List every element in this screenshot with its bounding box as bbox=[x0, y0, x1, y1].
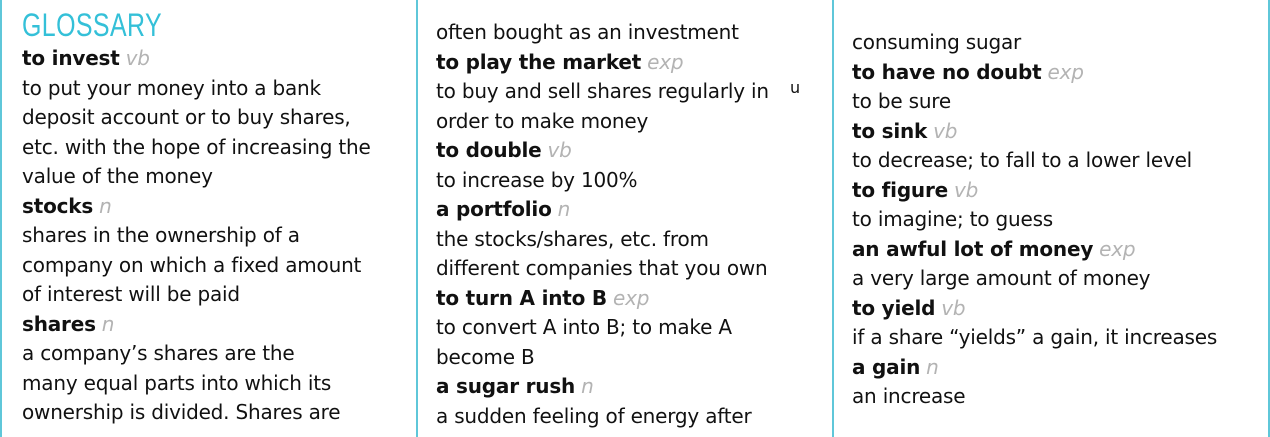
definition-line: to buy and sell shares regularly in bbox=[436, 79, 769, 103]
glossary-term: an awful lot of money bbox=[852, 236, 1094, 261]
glossary-term-row: a gain n bbox=[852, 353, 1262, 383]
glossary-term-row: to double vb bbox=[436, 136, 826, 166]
glossary-term-row: a portfolio n bbox=[436, 195, 826, 225]
glossary-title: GLOSSARY bbox=[22, 7, 162, 43]
definition-line: the stocks/shares, etc. from bbox=[436, 226, 709, 251]
definition-line: to increase by 100% bbox=[436, 167, 638, 192]
stray-mark: u bbox=[790, 78, 801, 97]
column-1-content: GLOSSARY to invest vb to put your money in… bbox=[22, 6, 410, 428]
definition-line: etc. with the hope of increasing the bbox=[22, 134, 371, 159]
definition-line: consuming sugar bbox=[852, 30, 1022, 54]
glossary-term-row: to yield vb bbox=[852, 294, 1262, 324]
glossary-term: a portfolio bbox=[436, 197, 552, 221]
definition-line: to decrease; to fall to a lower level bbox=[852, 148, 1193, 172]
part-of-speech-label: n bbox=[99, 193, 112, 218]
part-of-speech-label: n bbox=[926, 354, 939, 379]
glossary-term-row: an awful lot of money exp bbox=[852, 235, 1262, 265]
glossary-term: to sink bbox=[852, 118, 928, 143]
glossary-term: to play the market bbox=[436, 49, 642, 74]
glossary-term-row: shares n bbox=[22, 310, 410, 340]
part-of-speech-label: exp bbox=[647, 49, 684, 74]
glossary-term: shares bbox=[22, 311, 96, 336]
glossary-term: to have no doubt bbox=[852, 59, 1042, 84]
part-of-speech-label: vb bbox=[941, 295, 966, 320]
definition-line: value of the money bbox=[22, 164, 213, 188]
definition-line: company on which a fixed amount bbox=[22, 252, 362, 277]
definition-line: different companies that you own bbox=[436, 256, 768, 280]
definition-line: ownership is divided. Shares are bbox=[22, 400, 341, 424]
glossary-column-3: consuming sugar to have no doubt exp to be … bbox=[832, 0, 1270, 437]
definition-line: to convert A into B; to make A bbox=[436, 315, 732, 339]
part-of-speech-label: exp bbox=[612, 285, 650, 310]
definition-line: of interest will be paid bbox=[22, 282, 240, 306]
glossary-term-row: to sink vb bbox=[852, 117, 1262, 147]
glossary-term-row: a sugar rush n bbox=[436, 372, 826, 402]
column-1-entries: to invest vb to put your money into a bank… bbox=[22, 44, 410, 428]
glossary-term: to double bbox=[436, 138, 542, 162]
definition-line: if a share “yields” a gain, it increases bbox=[852, 325, 1218, 349]
part-of-speech-label: exp bbox=[1099, 236, 1136, 261]
definition-line: a very large amount of money bbox=[852, 266, 1151, 290]
glossary-term-row: stocks n bbox=[22, 192, 410, 222]
column-3-content: consuming sugar to have no doubt exp to be … bbox=[852, 28, 1262, 412]
glossary-term-row: to invest vb bbox=[22, 44, 410, 74]
definition-line: deposit account or to buy shares, bbox=[22, 105, 351, 129]
definition-line: become B bbox=[436, 344, 535, 369]
glossary-term-row: to have no doubt exp bbox=[852, 58, 1262, 88]
definition-line: a company’s shares are the bbox=[22, 341, 295, 365]
glossary-term-row: to figure vb bbox=[852, 176, 1262, 206]
glossary-term: to figure bbox=[852, 177, 949, 202]
part-of-speech-label: exp bbox=[1047, 59, 1084, 84]
glossary-column-2: often bought as an investment to play the… bbox=[416, 0, 834, 437]
definition-line: to put your money into a bank bbox=[22, 75, 321, 100]
part-of-speech-label: vb bbox=[125, 46, 150, 70]
glossary-term: stocks bbox=[22, 193, 94, 218]
glossary-term: to turn A into B bbox=[436, 285, 607, 310]
definition-line: to imagine; to guess bbox=[852, 207, 1054, 231]
definition-line: often bought as an investment bbox=[436, 20, 739, 44]
definition-line: a sudden feeling of energy after bbox=[436, 403, 752, 428]
glossary-term-row: to play the market exp bbox=[436, 48, 826, 78]
column-3-entries: consuming sugar to have no doubt exp to be … bbox=[852, 28, 1262, 412]
part-of-speech-label: n bbox=[557, 197, 571, 221]
glossary-term: a sugar rush bbox=[436, 374, 576, 398]
part-of-speech-label: vb bbox=[547, 138, 572, 162]
part-of-speech-label: n bbox=[101, 311, 115, 336]
part-of-speech-label: vb bbox=[933, 118, 958, 143]
part-of-speech-label: vb bbox=[954, 177, 979, 202]
definition-line: shares in the ownership of a bbox=[22, 223, 300, 247]
part-of-speech-label: n bbox=[581, 374, 594, 398]
column-2-entries: often bought as an investment to play the… bbox=[436, 18, 826, 431]
definition-line: an increase bbox=[852, 384, 966, 408]
definition-line: order to make money bbox=[436, 108, 649, 133]
definition-line: to be sure bbox=[852, 89, 951, 113]
glossary-term: a gain bbox=[852, 354, 921, 379]
glossary-term: to invest bbox=[22, 46, 120, 70]
glossary-column-1: GLOSSARY to invest vb to put your money in… bbox=[0, 0, 418, 437]
glossary-term: to yield bbox=[852, 295, 936, 320]
column-2-content: often bought as an investment to play the… bbox=[436, 18, 826, 431]
definition-line: many equal parts into which its bbox=[22, 370, 332, 395]
